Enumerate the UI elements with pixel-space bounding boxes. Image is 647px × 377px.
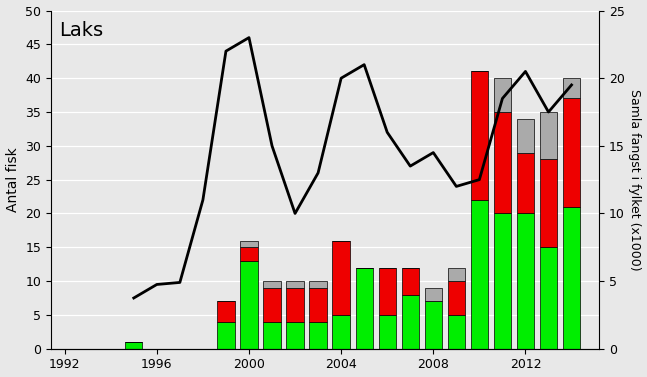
Bar xyxy=(448,281,465,315)
Bar xyxy=(448,268,465,281)
Bar xyxy=(424,288,442,301)
Bar xyxy=(240,261,258,349)
Bar xyxy=(402,294,419,349)
Bar xyxy=(333,315,350,349)
Text: Laks: Laks xyxy=(59,21,103,40)
Bar xyxy=(217,301,235,322)
Bar xyxy=(494,213,511,349)
Bar xyxy=(263,322,281,349)
Bar xyxy=(125,342,142,349)
Bar xyxy=(287,288,303,322)
Y-axis label: Samla fangst i fylket (x1000): Samla fangst i fylket (x1000) xyxy=(628,89,641,270)
Bar xyxy=(494,112,511,213)
Bar xyxy=(263,288,281,322)
Bar xyxy=(540,159,557,247)
Bar xyxy=(309,281,327,288)
Bar xyxy=(517,119,534,153)
Bar xyxy=(378,315,396,349)
Bar xyxy=(333,241,350,315)
Bar xyxy=(240,247,258,261)
Bar xyxy=(424,301,442,349)
Bar xyxy=(563,207,580,349)
Bar xyxy=(563,98,580,207)
Bar xyxy=(517,153,534,213)
Bar xyxy=(494,78,511,112)
Bar xyxy=(540,112,557,159)
Bar xyxy=(402,268,419,294)
Bar xyxy=(448,315,465,349)
Bar xyxy=(287,281,303,288)
Bar xyxy=(356,268,373,349)
Bar xyxy=(240,241,258,247)
Bar xyxy=(287,322,303,349)
Bar xyxy=(471,71,488,200)
Bar xyxy=(378,268,396,315)
Bar xyxy=(517,213,534,349)
Bar xyxy=(217,322,235,349)
Bar xyxy=(309,288,327,322)
Y-axis label: Antal fisk: Antal fisk xyxy=(6,147,19,212)
Bar xyxy=(471,200,488,349)
Bar xyxy=(263,281,281,288)
Bar xyxy=(563,78,580,98)
Bar xyxy=(540,247,557,349)
Bar xyxy=(309,322,327,349)
